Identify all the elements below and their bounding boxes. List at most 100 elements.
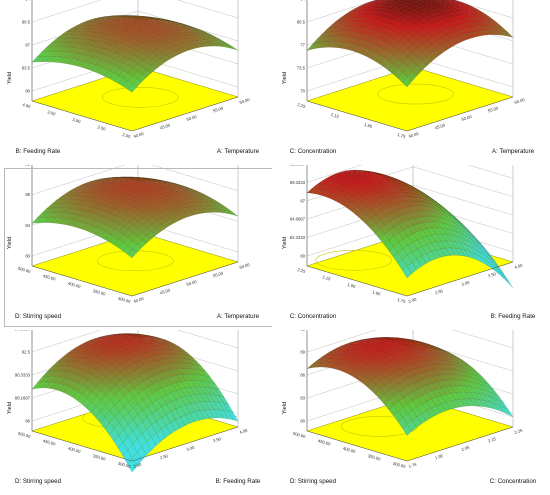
surface-cell <box>409 5 420 10</box>
surface-cell <box>131 179 141 182</box>
surface-cell <box>393 242 404 253</box>
surface-cell <box>443 1 453 5</box>
surface-cell <box>149 346 160 352</box>
surface-cell <box>145 336 156 339</box>
axes: 1.75 1.95 2.05 2.15 2.25 300.00 350.00 400.00 45… <box>282 330 537 485</box>
surface-cell <box>412 231 423 241</box>
z-gridline <box>306 330 514 353</box>
surface-cell <box>36 217 47 224</box>
x-tick-label: 40.00 <box>133 131 145 139</box>
y-tick-label: 2.25 <box>297 267 307 274</box>
surface-cell <box>180 207 191 213</box>
y-tick-label: 300.00 <box>117 296 131 305</box>
surface-cell <box>354 342 364 345</box>
z-gridline <box>306 184 514 220</box>
surface-cell <box>124 391 134 403</box>
surface-cell <box>77 394 87 405</box>
surface-cell <box>74 357 84 364</box>
surface-cell <box>428 6 439 11</box>
surface-cell <box>154 181 164 184</box>
surface-mesh <box>306 0 514 88</box>
x-tick-label: 2.50 <box>434 288 444 295</box>
surface-chart-5-svg: 2.00 2.50 3.00 3.50 4.00 300.00 350.00 400.00 45… <box>7 330 261 485</box>
x-tick-label: 2.25 <box>514 427 524 434</box>
surface-cell <box>126 179 136 183</box>
surface-cell <box>77 222 88 230</box>
surface-cell <box>455 392 466 400</box>
surface-cell <box>104 234 115 243</box>
surface-cell <box>218 409 229 420</box>
surface-cell <box>452 6 463 10</box>
surface-cell <box>405 344 416 348</box>
surface-cell <box>213 208 224 214</box>
x-tick-label: 2.15 <box>487 436 497 443</box>
surface-cell <box>55 196 66 201</box>
surface-cell <box>109 59 120 67</box>
surface-cell <box>404 11 415 18</box>
surface-cell <box>447 364 458 371</box>
surface-cell <box>352 45 363 53</box>
surface-cell <box>129 363 140 372</box>
surface-cell <box>161 44 172 51</box>
surface-cell <box>138 192 149 197</box>
y-axis-title: D: Stirring speed <box>15 313 62 320</box>
surface-cell <box>105 57 115 65</box>
surface-cell <box>72 221 83 228</box>
surface-cell <box>137 47 148 55</box>
surface-cell <box>408 369 419 377</box>
surface-cell <box>131 17 141 20</box>
surface-cell <box>161 209 172 216</box>
surface-cell <box>464 398 475 407</box>
surface-cell <box>88 28 99 33</box>
z-tick-label: 94.6667 <box>15 330 31 332</box>
surface-cell <box>426 53 437 63</box>
surface-cell <box>474 253 485 264</box>
x-axis-title: B: Feeding Rate <box>216 478 261 485</box>
surface-cell <box>410 344 421 347</box>
surface-cell <box>144 182 155 186</box>
surface-cell <box>119 213 130 221</box>
surface-cell <box>343 188 354 195</box>
surface-cell <box>388 246 399 258</box>
surface-cell <box>107 21 118 25</box>
surface-cell <box>430 344 440 349</box>
surface-cell <box>156 406 167 418</box>
surface-cell <box>412 41 423 50</box>
surface-cell <box>130 183 141 187</box>
surface-cell <box>413 205 424 212</box>
surface-cell <box>175 39 186 45</box>
surface-cell <box>498 270 509 283</box>
surface-cell <box>389 211 400 220</box>
surface-cell <box>145 16 156 19</box>
surface-cell <box>361 370 372 379</box>
surface-cell <box>329 188 340 195</box>
surface-cell <box>469 398 480 407</box>
x-tick-label: 55.00 <box>212 270 224 278</box>
surface-cell <box>134 22 146 26</box>
z-tick-label: 80 <box>25 254 30 259</box>
surface-cell <box>152 199 163 205</box>
surface-cell <box>479 256 490 267</box>
surface-cell <box>55 199 66 205</box>
x-axis-line <box>406 426 514 462</box>
surface-cell <box>148 23 159 27</box>
surface-cell <box>117 15 128 17</box>
surface-cell <box>358 174 369 178</box>
x-axis-title: C: Concentration <box>490 478 537 485</box>
surface-cell <box>142 406 153 418</box>
surface-cell <box>450 25 461 32</box>
y-tick-label: 2.00 <box>122 132 132 139</box>
z-gridline <box>31 0 239 23</box>
surface-cell <box>142 214 153 222</box>
surface-chart-2: 40.00 45.00 50.00 55.00 60.00 1.75 1.95 2.15 2.2… <box>275 0 550 165</box>
surface-cell <box>493 398 504 408</box>
surface-cell <box>151 227 162 236</box>
surface-cell <box>138 37 149 43</box>
surface-cell <box>471 233 481 245</box>
surface-cell <box>394 376 404 385</box>
surface-cell <box>375 229 385 240</box>
surface-cell <box>479 399 490 408</box>
z-tick-label: 92.5 <box>22 350 31 355</box>
surface-cell <box>426 390 437 400</box>
surface-cell <box>419 0 430 3</box>
